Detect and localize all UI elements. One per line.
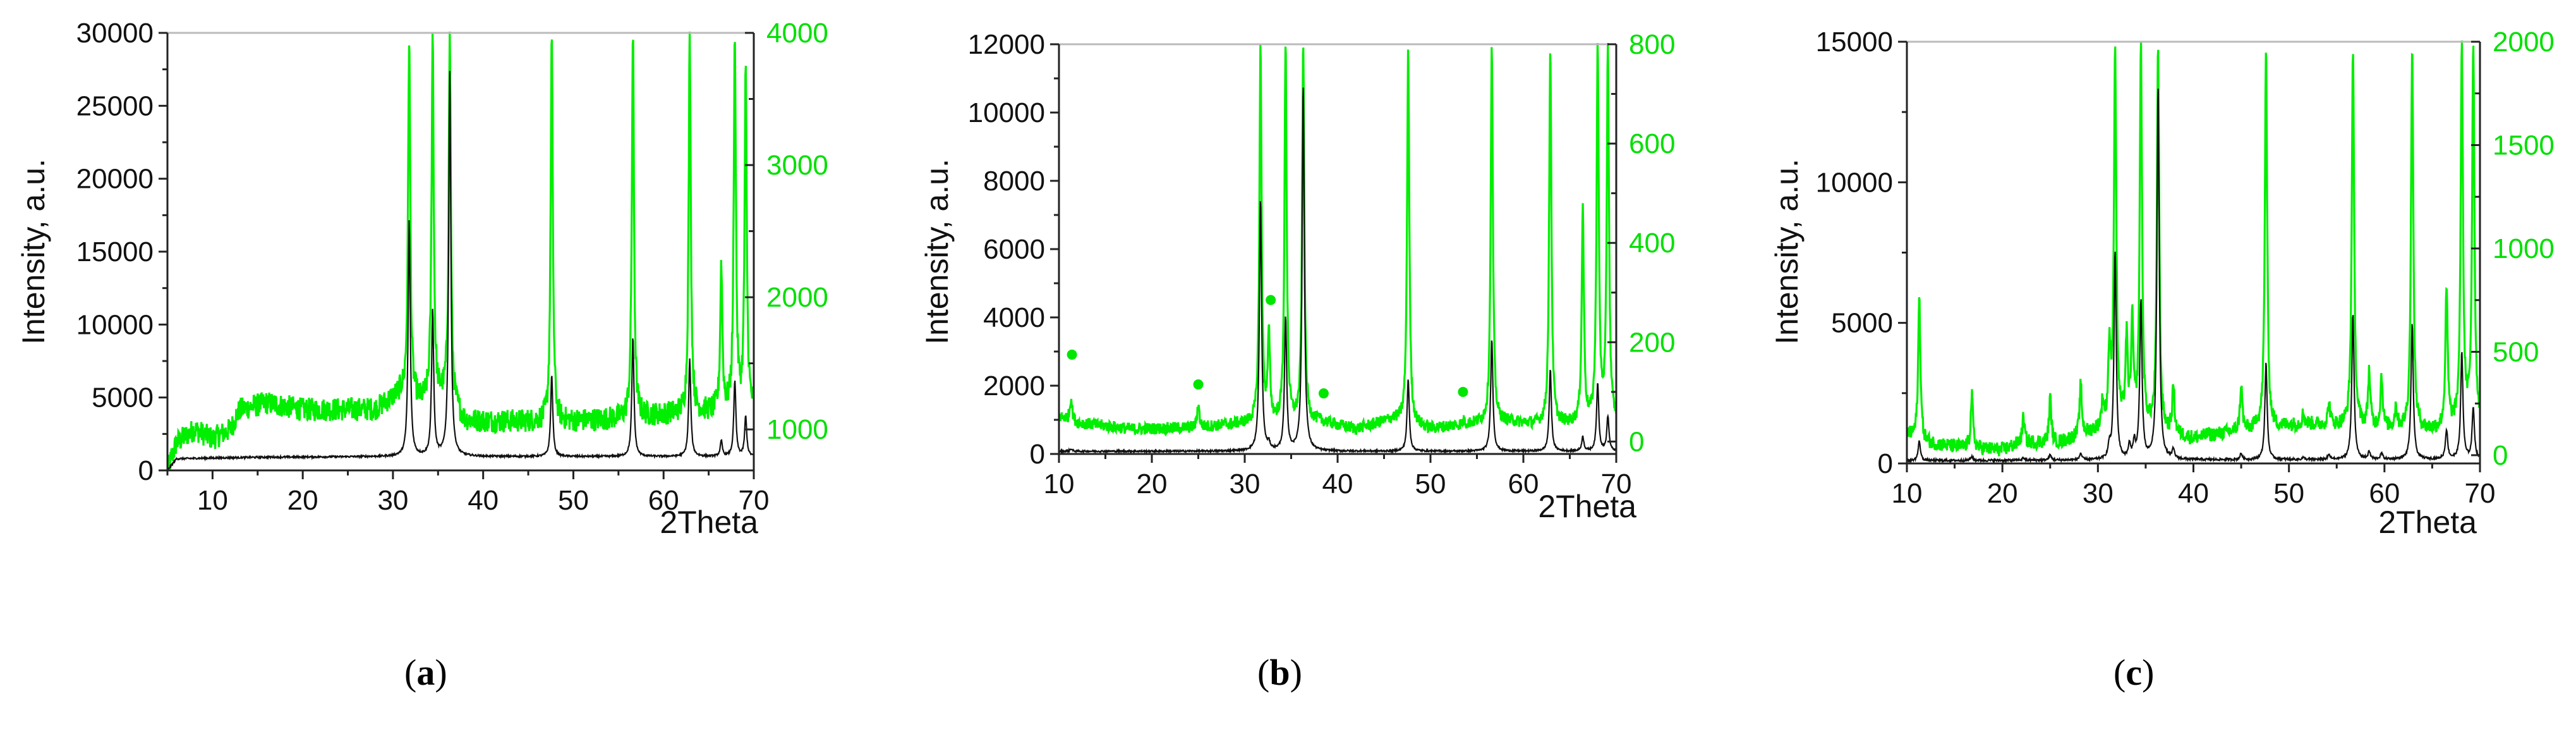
x-tick-label: 40 <box>468 485 499 516</box>
y-right-tick-label: 500 <box>2493 336 2539 367</box>
y-axis-label: Intensity, a.u. <box>16 159 51 345</box>
y-left-tick-label: 5000 <box>92 383 154 414</box>
x-tick-label: 60 <box>1508 469 1539 499</box>
y-left-tick-label: 10000 <box>968 97 1045 128</box>
xrd-chart-a: 10 20 30 40 50 60 70 0 5000 10000 15000 20000 25000 3… <box>16 18 828 540</box>
y-left-tick-label: 2000 <box>983 371 1045 401</box>
y-left-tick-label: 8000 <box>983 166 1045 197</box>
y-right-tick-label: 1000 <box>2493 233 2555 264</box>
x-tick-label: 60 <box>2369 478 2400 509</box>
xrd-chart-c: 10 20 30 40 50 60 70 0 5000 10000 15000 0 500 1000 150… <box>1769 27 2555 540</box>
x-tick-label: 10 <box>1892 478 1923 509</box>
xrd-chart-b: 10 20 30 40 50 60 7002000400060008000100001200… <box>919 29 1675 524</box>
x-tick-label: 50 <box>2273 478 2304 509</box>
y-right-tick-label: 1000 <box>766 414 828 445</box>
dot-marker-icon <box>1193 379 1204 390</box>
dot-marker-icon <box>1266 295 1276 305</box>
green-series-line <box>167 32 754 470</box>
panel-b: 10 20 30 40 50 60 70 0 2000 4000 6000 8000 10000 1200… <box>919 29 1675 693</box>
y-left-tick-label: 5000 <box>1831 308 1893 339</box>
x-tick-label: 40 <box>1322 469 1353 499</box>
panel-a: 10 20 30 40 50 60 70 0 5000 10000 15000 20000 25000 3… <box>0 0 859 729</box>
y-left-tick-label: 0 <box>1878 448 1893 479</box>
black-series-line <box>167 71 754 470</box>
y-right-tick-label: 4000 <box>766 18 828 49</box>
x-tick-label: 20 <box>1987 478 2018 509</box>
caption-c: (c) <box>2113 652 2155 693</box>
y-left-tick-label: 25000 <box>76 90 154 121</box>
black-series-line <box>1059 87 1616 454</box>
x-tick-label: 20 <box>1137 469 1168 499</box>
x-tick-label: 50 <box>558 485 589 516</box>
y-right-tick-label: 1500 <box>2493 130 2555 161</box>
x-tick-label: 30 <box>1230 469 1261 499</box>
x-tick-label: 10 <box>1044 469 1075 499</box>
x-axis-label: 2Theta <box>660 505 758 540</box>
y-left-tick-label: 15000 <box>1816 27 1893 58</box>
y-left-tick-label: 0 <box>138 455 154 486</box>
y-axis-label: Intensity, a.u. <box>1769 159 1805 345</box>
y-right-tick-label: 200 <box>1629 327 1675 358</box>
y-right-tick-label: 400 <box>1629 228 1675 259</box>
y-left-tick-label: 15000 <box>76 236 154 267</box>
green-series-line <box>1907 40 2480 456</box>
y-right-tick-label: 800 <box>1629 29 1675 60</box>
y-left-tick-label: 12000 <box>968 29 1045 60</box>
caption-b: (b) <box>1257 652 1302 693</box>
x-tick-label: 30 <box>2083 478 2113 509</box>
x-tick-label: 30 <box>377 485 408 516</box>
x-tick-label: 50 <box>1415 469 1446 499</box>
x-tick-label: 70 <box>1601 469 1632 499</box>
x-tick-label: 60 <box>648 485 679 516</box>
y-right-tick-label: 0 <box>2493 440 2508 471</box>
dot-marker-icon <box>1458 386 1468 397</box>
green-series-line <box>1059 43 1616 437</box>
y-left-tick-label: 0 <box>1030 439 1045 470</box>
y-left-tick-label: 30000 <box>76 18 154 49</box>
y-axis-label: Intensity, a.u. <box>919 159 955 345</box>
x-tick-label: 40 <box>2178 478 2209 509</box>
y-right-tick-label: 3000 <box>766 150 828 181</box>
dot-marker-icon <box>1067 349 1077 360</box>
y-left-tick-label: 6000 <box>983 234 1045 265</box>
y-left-tick-label: 20000 <box>76 164 154 195</box>
x-tick-label: 70 <box>739 485 770 516</box>
y-right-tick-label: 2000 <box>2493 27 2555 58</box>
y-left-tick-label: 10000 <box>76 309 154 340</box>
y-left-tick-label: 4000 <box>983 302 1045 333</box>
x-axis-label: 2Theta <box>1538 489 1636 524</box>
x-tick-label: 20 <box>287 485 318 516</box>
y-left-tick-label: 10000 <box>1816 167 1893 198</box>
caption-a: (a) <box>404 652 447 693</box>
black-series-line <box>1907 89 2480 463</box>
x-tick-label: 70 <box>2465 478 2496 509</box>
x-tick-label: 10 <box>197 485 228 516</box>
x-axis-label: 2Theta <box>2378 505 2477 540</box>
y-right-tick-label: 0 <box>1629 426 1644 457</box>
y-right-tick-label: 2000 <box>766 282 828 313</box>
y-right-tick-label: 600 <box>1629 128 1675 159</box>
dot-marker-icon <box>1318 388 1329 399</box>
